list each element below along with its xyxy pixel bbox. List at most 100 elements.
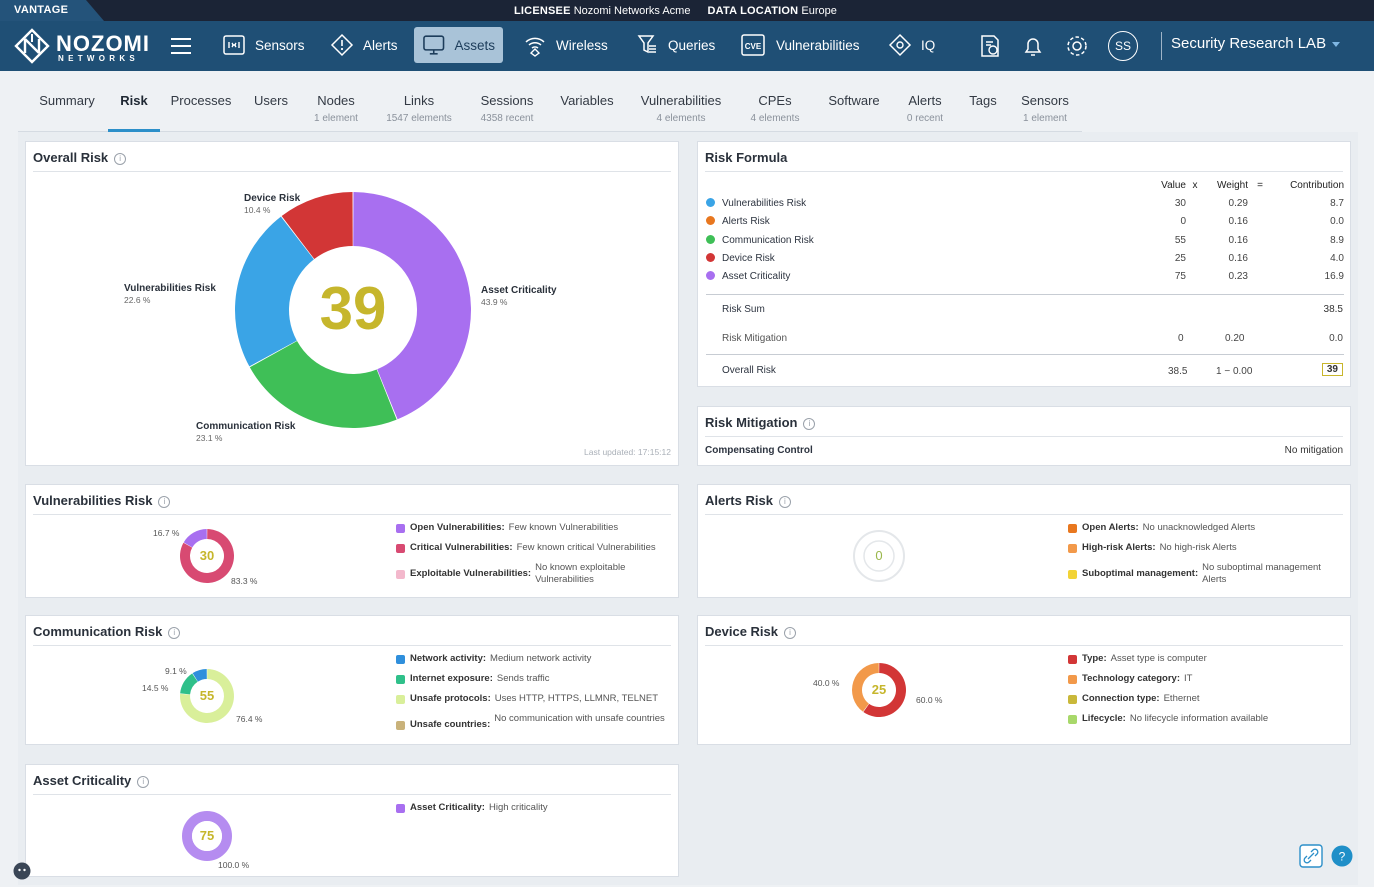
alerts-donut: [853, 530, 905, 582]
hamburger-menu-icon[interactable]: [171, 38, 191, 54]
svg-text:CVE: CVE: [745, 42, 762, 51]
info-icon[interactable]: i: [137, 776, 150, 788]
nav-separator: [1161, 32, 1162, 60]
communication-legend: Network activity: Medium network activity…: [396, 653, 674, 739]
asset-criticality-card: Asset Criticality i 75 100.0 % Asset Crit…: [25, 764, 679, 877]
communication-slice-2[interactable]: [192, 669, 207, 682]
workspace-selector[interactable]: Security Research LAB: [1171, 35, 1341, 52]
risk-formula-table: Value x Weight = Contribution Vulnerabilitie…: [706, 176, 1344, 286]
vulnerabilities-slice-1[interactable]: [183, 529, 207, 548]
tab-alerts[interactable]: Alerts 0 recent: [906, 93, 944, 124]
nav-assets[interactable]: Assets: [414, 27, 503, 63]
nav-wireless[interactable]: Wireless: [515, 27, 616, 63]
asset-criticality-legend: Asset Criticality: High criticality: [396, 802, 674, 822]
formula-row-device: Device Risk 25 0.16 4.0: [706, 249, 1344, 267]
communication-risk-card: Communication Risk i 55 9.1 % 14.5 % 76.4…: [25, 615, 679, 745]
risk-formula-card: Risk Formula Value x Weight = Contribution V…: [697, 141, 1351, 387]
card-title: Risk Mitigation i: [705, 415, 1343, 437]
tab-variables[interactable]: Variables: [560, 93, 614, 108]
overall-risk-slice-1[interactable]: [249, 341, 397, 428]
alerts-legend: Open Alerts: No unacknowledged Alerts Hig…: [1068, 522, 1346, 594]
info-icon[interactable]: i: [168, 627, 181, 639]
device-slice-0[interactable]: [863, 663, 906, 717]
overall-risk-factor: 1 − 0.00: [1216, 366, 1253, 377]
compensating-control-label: Compensating Control: [705, 445, 813, 456]
link-button-icon[interactable]: [1299, 844, 1323, 868]
monitor-icon: [423, 35, 445, 55]
nav-vulnerabilities[interactable]: CVE Vulnerabilities: [733, 27, 868, 63]
nozomi-logo-icon: [14, 28, 50, 64]
device-donut: [852, 663, 906, 717]
wireless-icon: [525, 37, 545, 57]
queries-icon: [637, 35, 656, 54]
user-avatar[interactable]: SS: [1108, 31, 1138, 61]
help-icon[interactable]: ?: [1331, 845, 1353, 867]
overall-risk-result: 39: [1321, 363, 1343, 376]
nav-iq[interactable]: IQ: [880, 27, 943, 63]
nav-alerts[interactable]: Alerts: [322, 27, 406, 63]
device-pct-2: 60.0 %: [916, 695, 943, 705]
tab-cpes[interactable]: CPEs 4 elements: [750, 93, 800, 124]
logo-subtitle: NETWORKS: [58, 54, 140, 63]
info-icon[interactable]: i: [158, 496, 171, 508]
reports-icon[interactable]: [977, 33, 1003, 59]
nav-sensors[interactable]: Sensors: [214, 27, 313, 63]
svg-text:?: ?: [1339, 850, 1346, 864]
tabs-divider: [18, 131, 1082, 132]
tab-links[interactable]: Links 1547 elements: [386, 93, 452, 124]
tab-sessions[interactable]: Sessions 4358 recent: [480, 93, 534, 124]
gear-icon[interactable]: [1064, 33, 1090, 59]
slice-label-vulnerabilities: Vulnerabilities Risk 22.6 %: [124, 283, 216, 305]
overall-risk-donut: [235, 192, 471, 428]
tab-sensors[interactable]: Sensors 1 element: [1021, 93, 1069, 124]
sensors-icon: [223, 35, 245, 55]
risk-sum-value: 38.5: [1323, 304, 1343, 315]
logo-wordmark: NOZOMI: [56, 31, 150, 56]
last-updated: Last updated: 17:15:12: [584, 447, 671, 457]
tab-software[interactable]: Software: [828, 93, 880, 108]
asset-criticality-score: 75: [199, 828, 215, 843]
card-title: Risk Formula: [705, 150, 1343, 172]
card-title: Alerts Risk i: [705, 493, 1343, 515]
overall-risk-slice-2[interactable]: [235, 216, 314, 367]
bell-icon[interactable]: [1020, 33, 1046, 59]
vulnerabilities-slice-0[interactable]: [180, 529, 235, 583]
communication-pct-2: 14.5 %: [142, 683, 169, 693]
overall-risk-slice-3[interactable]: [281, 192, 353, 260]
overall-risk-slice-0[interactable]: [353, 192, 471, 420]
risk-mitigation-label: Risk Mitigation: [722, 333, 788, 344]
overall-risk-card: Overall Risk i 39 Device Risk 10.4 % Vulne…: [25, 141, 679, 466]
info-icon[interactable]: i: [803, 418, 816, 430]
info-icon[interactable]: i: [114, 153, 127, 165]
tab-summary[interactable]: Summary: [39, 93, 95, 108]
nav-queries[interactable]: Queries: [627, 27, 723, 63]
device-slice-1[interactable]: [852, 663, 879, 712]
slice-label-asset-criticality: Asset Criticality 43.9 %: [481, 285, 557, 307]
vulnerabilities-risk-card: Vulnerabilities Risk i 30 16.7 % 83.3 % O…: [25, 484, 679, 598]
tab-nodes[interactable]: Nodes 1 element: [314, 93, 358, 124]
risk-mitigation-card: Risk Mitigation i Compensating Control No…: [697, 406, 1351, 466]
tab-vulnerabilities[interactable]: Vulnerabilities 4 elements: [640, 93, 722, 124]
tab-risk[interactable]: Risk: [120, 93, 148, 108]
cve-icon: CVE: [741, 34, 765, 56]
card-title: Communication Risk i: [33, 624, 671, 646]
nozomi-logo[interactable]: NOZOMI NETWORKS: [14, 28, 149, 64]
assistant-bot-icon[interactable]: [13, 862, 31, 880]
device-risk-card: Device Risk i 25 40.0 % 60.0 % Type: Asset…: [697, 615, 1351, 745]
overall-risk-label: Overall Risk: [722, 365, 776, 376]
tab-users[interactable]: Users: [254, 93, 288, 108]
chevron-down-icon: [1332, 41, 1341, 47]
communication-slice-0[interactable]: [180, 669, 234, 723]
formula-row-communication: Communication Risk 55 0.16 8.9: [706, 231, 1344, 249]
top-strip: VANTAGE LICENSEE Nozomi Networks Acme DA…: [0, 0, 1374, 21]
device-legend: Type: Asset type is computer Technology c…: [1068, 653, 1346, 733]
communication-score: 55: [199, 688, 215, 703]
communication-slice-1[interactable]: [180, 673, 198, 695]
tab-tags[interactable]: Tags: [969, 93, 997, 108]
tab-processes[interactable]: Processes: [170, 93, 232, 108]
asset-tabs: Summary Risk Processes Users Nodes 1 elem…: [18, 85, 1358, 132]
info-icon[interactable]: i: [784, 627, 796, 639]
device-score: 25: [871, 682, 887, 697]
info-icon[interactable]: i: [778, 496, 791, 508]
communication-donut: [180, 669, 234, 723]
